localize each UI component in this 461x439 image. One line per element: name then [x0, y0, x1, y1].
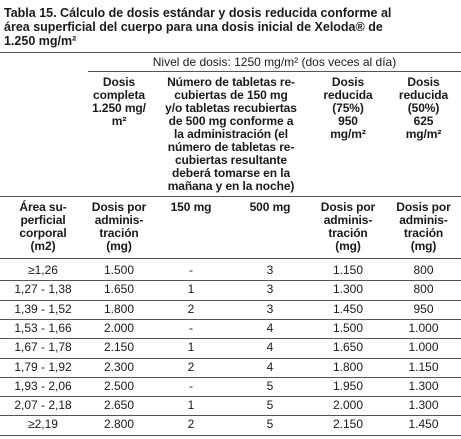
cell: 1.500 [103, 263, 135, 277]
column-group-header: Dosis completa 1.250 mg/ m² [92, 75, 146, 128]
column-header: Área su- perficial corporal (m2) [19, 200, 67, 253]
cell: 1.450 [332, 301, 364, 316]
cell: 1,79 - 1,92 [14, 359, 72, 374]
cell: - [189, 320, 193, 335]
rule [88, 71, 461, 72]
cell: 1.000 [408, 320, 439, 335]
column-header: 150 mg [170, 200, 212, 214]
rule [0, 196, 461, 197]
title-line: Tabla 15. Cálculo de dosis estándar y do… [4, 6, 392, 20]
cell: 4 [266, 320, 274, 335]
cell: 1.650 [103, 282, 135, 297]
cell: ≥2,19 [28, 417, 58, 432]
cell: 5 [266, 417, 274, 432]
rule [0, 376, 461, 378]
cell: 1.300 [408, 378, 439, 393]
column-header: 500 mg [249, 200, 291, 214]
rule [0, 338, 461, 340]
column-header: Dosis por adminis- tración (mg) [91, 200, 147, 253]
cell: 1.500 [332, 320, 364, 335]
cell: 1.300 [332, 282, 364, 297]
column-group-header: Número de tabletas re- cubiertas de 150 … [165, 75, 297, 193]
title-line: 1.250 mg/m² [4, 34, 77, 48]
cell: 2.000 [103, 320, 135, 335]
cell: 2.150 [332, 417, 364, 432]
cell: 2 [187, 359, 195, 374]
cell: 2.650 [103, 398, 135, 413]
cell: 2.150 [103, 340, 135, 355]
cell: 1,67 - 1,78 [14, 340, 72, 355]
rule [0, 258, 461, 259]
cell: ≥1,26 [28, 263, 58, 277]
cell: 800 [413, 263, 434, 277]
column-header: Dosis por adminis- tración (mg) [396, 200, 451, 253]
cell: 4 [266, 359, 274, 374]
cell: 2.300 [103, 359, 135, 374]
cell: 3 [266, 301, 274, 316]
rule [0, 415, 461, 417]
rule [0, 299, 461, 301]
cell: 1.450 [408, 417, 439, 432]
cell: 1 [187, 398, 195, 413]
rule [0, 52, 461, 53]
cell: 4 [266, 340, 274, 355]
column-header: Dosis por adminis- tración (mg) [320, 200, 376, 253]
cell: 5 [266, 398, 274, 413]
cell: 2.800 [103, 417, 135, 432]
cell: 800 [413, 282, 434, 297]
cell: 1,39 - 1,52 [14, 301, 72, 316]
rule [0, 396, 461, 398]
cell: 3 [266, 282, 274, 297]
cell: 1 [187, 282, 195, 297]
cell: 1.800 [332, 359, 364, 374]
rule [0, 280, 461, 282]
cell: 1.150 [408, 359, 439, 374]
cell: 5 [266, 378, 274, 393]
cell: 1.000 [408, 340, 439, 355]
cell: 1.300 [408, 398, 439, 413]
cell: 2 [187, 417, 195, 432]
cell: 2 [187, 301, 195, 316]
cell: - [189, 263, 193, 277]
cell: 1,53 - 1,66 [14, 320, 72, 335]
cell: 1.950 [332, 378, 364, 393]
cell: 2.000 [332, 398, 364, 413]
cell: 1,93 - 2,06 [14, 378, 72, 393]
cell: 950 [413, 301, 434, 316]
column-group-header: Dosis reducida (50%) 625 mg/m² [398, 75, 449, 141]
cell: 1.150 [332, 263, 364, 277]
rule [0, 434, 461, 436]
title-line: área superficial del cuerpo para una dos… [4, 20, 383, 34]
cell: 2.500 [103, 378, 135, 393]
column-group-header: Dosis reducida (75%) 950 mg/m² [323, 75, 373, 141]
cell: 1,27 - 1,38 [14, 282, 72, 297]
rule [0, 318, 461, 320]
cell: 1 [187, 340, 195, 355]
cell: 1.800 [103, 301, 135, 316]
cell: - [189, 378, 193, 393]
cell: 2,07 - 2,18 [14, 398, 72, 413]
cell: 1.650 [332, 340, 364, 355]
rule [0, 357, 461, 359]
cell: 3 [266, 263, 274, 277]
group-header: Nivel de dosis: 1250 mg/m² (dos veces al… [152, 55, 397, 69]
